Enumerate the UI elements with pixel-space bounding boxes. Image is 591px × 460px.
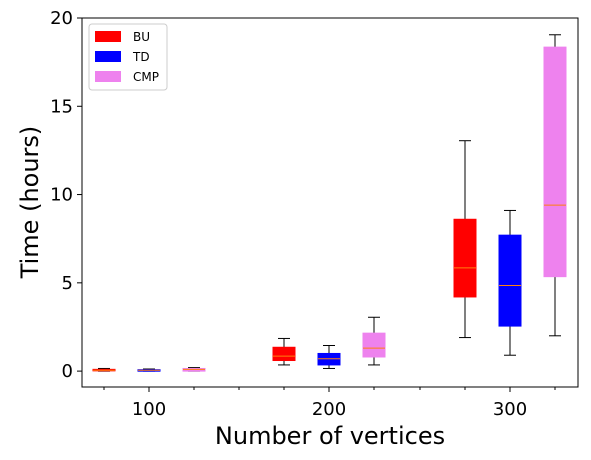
box-bu-300 [453,140,477,339]
y-axis: 0 5 10 15 20 [50,8,82,382]
box-body [498,234,522,327]
box-bu-100 [92,367,116,372]
box-bu-200 [272,337,296,366]
box-cmp-200 [362,316,386,366]
box-td-200 [317,345,341,369]
legend-swatch-td [95,51,121,62]
y-tick-label: 5 [62,273,73,294]
box-cmp-100 [182,367,206,372]
box-body [272,346,296,362]
legend-label-td: TD [132,50,150,64]
y-tick-label: 20 [50,8,73,29]
box-body [453,218,477,298]
x-tick-label: 200 [312,399,346,420]
x-tick-label: 100 [132,399,166,420]
legend-label-cmp: CMP [133,70,159,84]
x-axis: 100 200 300 [103,387,556,420]
y-tick-label: 0 [62,361,73,382]
y-tick-label: 10 [50,185,73,206]
legend-swatch-cmp [95,71,121,82]
y-axis-label: Time (hours) [16,126,44,280]
x-axis-label: Number of vertices [215,422,445,450]
legend-label-bu: BU [133,30,150,44]
box-td-300 [498,209,522,356]
x-tick-label: 300 [493,399,527,420]
legend-swatch-bu [95,31,121,42]
box-body [362,332,386,358]
box-cmp-300 [543,34,567,337]
y-tick-label: 15 [50,96,73,117]
axes-frame [81,17,579,388]
plot-area [92,34,567,372]
legend: BU TD CMP [88,23,168,91]
box-body [543,46,567,278]
box-td-100 [137,368,161,372]
